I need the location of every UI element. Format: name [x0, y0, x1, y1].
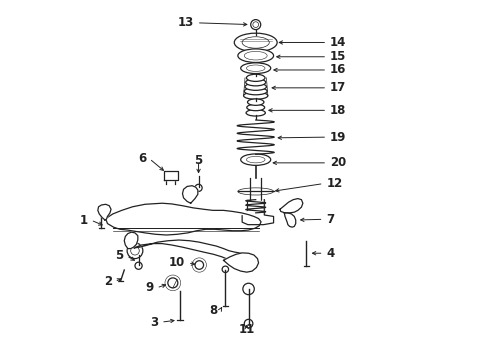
Polygon shape	[98, 204, 111, 220]
Text: 5: 5	[115, 249, 123, 262]
Polygon shape	[223, 253, 259, 272]
Text: 15: 15	[330, 50, 346, 63]
Text: 4: 4	[326, 247, 335, 260]
Polygon shape	[284, 213, 296, 227]
Text: 7: 7	[326, 213, 335, 226]
Polygon shape	[106, 203, 261, 235]
Ellipse shape	[251, 19, 261, 30]
Ellipse shape	[234, 33, 277, 52]
Polygon shape	[182, 186, 198, 203]
Text: 5: 5	[195, 154, 203, 167]
Text: 14: 14	[330, 36, 346, 49]
Polygon shape	[124, 232, 138, 249]
Text: 11: 11	[239, 323, 255, 336]
Ellipse shape	[241, 63, 270, 73]
Text: 17: 17	[330, 81, 346, 94]
Text: 20: 20	[330, 156, 346, 169]
Ellipse shape	[243, 283, 254, 295]
Polygon shape	[280, 199, 303, 213]
Ellipse shape	[195, 184, 202, 192]
Ellipse shape	[246, 74, 265, 81]
Polygon shape	[164, 171, 178, 180]
Polygon shape	[242, 200, 273, 225]
Ellipse shape	[135, 262, 142, 269]
Text: 1: 1	[80, 213, 88, 226]
Ellipse shape	[244, 92, 268, 99]
Ellipse shape	[246, 110, 266, 116]
Ellipse shape	[195, 261, 203, 269]
Ellipse shape	[245, 87, 267, 95]
Text: 3: 3	[150, 316, 158, 329]
Text: 12: 12	[326, 177, 343, 190]
Text: 18: 18	[330, 104, 346, 117]
Text: 10: 10	[169, 256, 185, 269]
Text: 13: 13	[178, 16, 194, 29]
Ellipse shape	[247, 104, 265, 111]
Ellipse shape	[245, 83, 267, 90]
Ellipse shape	[245, 79, 266, 86]
Ellipse shape	[245, 319, 253, 328]
Text: 2: 2	[103, 275, 112, 288]
Ellipse shape	[238, 49, 273, 63]
Text: 9: 9	[146, 282, 153, 294]
Polygon shape	[134, 240, 251, 264]
Ellipse shape	[127, 243, 143, 258]
Text: 8: 8	[209, 304, 217, 317]
Ellipse shape	[241, 154, 270, 165]
Ellipse shape	[222, 266, 228, 273]
Text: 19: 19	[330, 131, 346, 144]
Text: 16: 16	[330, 63, 346, 76]
Ellipse shape	[247, 99, 264, 105]
Ellipse shape	[168, 278, 178, 288]
Text: 6: 6	[138, 152, 147, 165]
